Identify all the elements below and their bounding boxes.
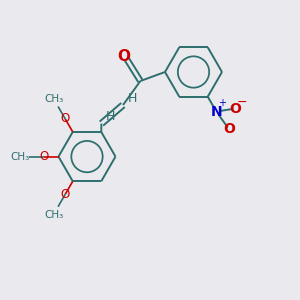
Text: CH₃: CH₃: [44, 94, 63, 104]
Text: O: O: [61, 188, 70, 201]
Text: O: O: [61, 112, 70, 125]
Text: H: H: [106, 110, 115, 124]
Text: O: O: [39, 150, 48, 163]
Text: +: +: [218, 98, 226, 108]
Text: O: O: [229, 102, 241, 116]
Text: N: N: [211, 105, 222, 119]
Text: −: −: [237, 96, 247, 109]
Text: CH₃: CH₃: [11, 152, 30, 162]
Text: H: H: [127, 92, 137, 105]
Text: O: O: [223, 122, 235, 136]
Text: CH₃: CH₃: [44, 209, 63, 220]
Text: O: O: [117, 49, 130, 64]
